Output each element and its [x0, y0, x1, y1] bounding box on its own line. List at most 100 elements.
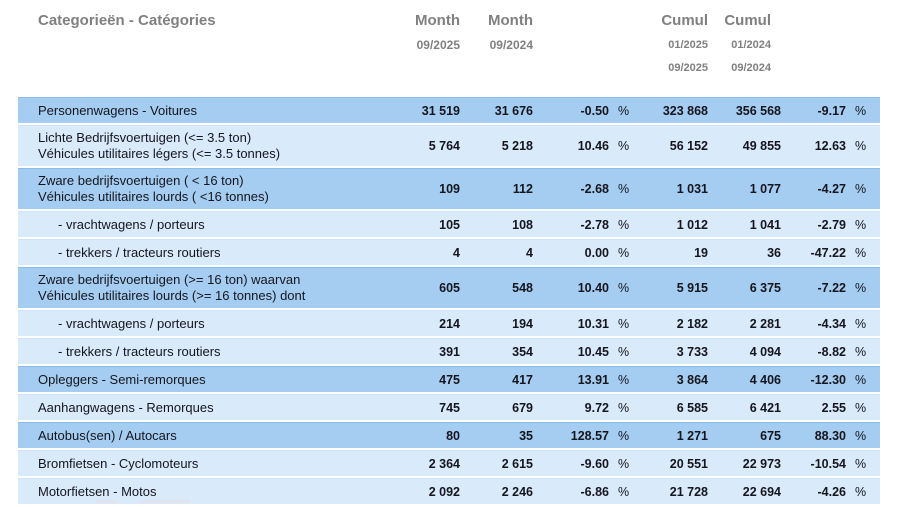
table-row: Zware bedrijfsvoertuigen (>= 16 ton) waa… [18, 267, 880, 308]
month-change-cell: -2.78 [580, 217, 610, 232]
cumul-change-cell: -8.82 [817, 344, 847, 359]
table-header: Categorieën - Catégories Month 09/2025 M… [18, 0, 880, 97]
month-current-cell: 745 [439, 400, 460, 415]
cumul-previous-cell: 356 568 [735, 103, 781, 118]
month-change-cell: 10.31 [577, 316, 609, 331]
percent-sign: % [618, 372, 630, 387]
month-current-period: 09/2025 [416, 38, 460, 52]
category-cell: - trekkers / tracteurs routiers [18, 340, 380, 364]
month-previous-cell: 5 218 [501, 139, 533, 153]
cumul-change-cell: 88.30 [814, 428, 846, 443]
cumul-current-cell: 1 012 [676, 217, 708, 232]
month-change-cell: 13.91 [577, 372, 609, 387]
cumul-current-cell: 1 031 [676, 182, 708, 196]
cumul-previous-period-from: 01/2024 [731, 39, 771, 51]
category-label-line2: Véhicules utilitaires lourds ( <16 tonne… [38, 189, 269, 204]
month-change-cell: 10.40 [577, 281, 609, 295]
cumul-current-cell: 5 915 [676, 281, 708, 295]
category-cell: Zware bedrijfsvoertuigen ( < 16 ton) Véh… [18, 169, 380, 209]
table-row: - trekkers / tracteurs routiers 4 4 0.00… [18, 239, 880, 265]
category-cell: - trekkers / tracteurs routiers [18, 241, 380, 265]
vehicle-registrations-table: Categorieën - Catégories Month 09/2025 M… [18, 0, 880, 506]
percent-sign: % [618, 316, 630, 331]
percent-sign: % [855, 182, 867, 196]
cumul-previous-cell: 6 375 [749, 281, 781, 295]
table-row: Aanhangwagens - Remorques 745 679 9.72 %… [18, 394, 880, 420]
cumul-change-cell: -4.34 [817, 316, 847, 331]
month-previous-cell: 112 [512, 182, 533, 196]
cumul-previous-cell: 49 855 [742, 139, 781, 153]
month-previous-cell: 354 [512, 344, 533, 359]
table-row: Motorfietsen - Motos 2 092 2 246 -6.86 %… [18, 478, 880, 504]
month-previous-cell: 2 246 [501, 484, 533, 499]
month-previous-cell: 2 615 [501, 456, 533, 471]
month-current-cell: 109 [439, 182, 460, 196]
month-previous-cell: 194 [512, 316, 533, 331]
cumul-previous-cell: 36 [767, 245, 781, 260]
table-body: Personenwagens - Voitures 31 519 31 676 … [18, 97, 880, 504]
month-previous-cell: 4 [526, 245, 533, 260]
percent-sign: % [855, 456, 867, 471]
month-current-cell: 2 364 [428, 456, 460, 471]
month-change-cell: -2.68 [580, 182, 610, 196]
table-row: Lichte Bedrijfsvoertuigen (<= 3.5 ton) V… [18, 125, 880, 166]
month-current-column-header: Month 09/2025 [380, 11, 460, 97]
percent-sign: % [855, 428, 867, 443]
category-label-line1: Aanhangwagens - Remorques [38, 399, 214, 415]
month-change-cell: 10.46 [577, 139, 609, 153]
percent-sign: % [855, 245, 867, 260]
cumul-previous-column-header: Cumul 01/2024 09/2024 [708, 11, 781, 97]
category-label-line1: Bromfietsen - Cyclomoteurs [38, 455, 199, 471]
percent-sign: % [855, 103, 867, 118]
table-row: - vrachtwagens / porteurs 105 108 -2.78 … [18, 211, 880, 237]
category-cell: Aanhangwagens - Remorques [18, 396, 380, 420]
month-previous-period: 09/2024 [489, 38, 533, 52]
category-label-line1: Motorfietsen - Motos [38, 483, 157, 499]
category-cell: Personenwagens - Voitures [18, 99, 380, 123]
percent-sign: % [618, 182, 630, 196]
month-change-cell: -9.60 [580, 456, 610, 471]
cumul-change-column-header [781, 11, 846, 97]
month-current-cell: 391 [439, 344, 460, 359]
cumul-previous-period-to: 09/2024 [731, 62, 771, 74]
percent-sign: % [618, 456, 630, 471]
percent-sign: % [618, 281, 630, 295]
spacer [609, 11, 634, 97]
cumul-change-cell: 2.55 [821, 400, 846, 415]
month-change-cell: 9.72 [584, 400, 609, 415]
cumul-current-period-from: 01/2025 [668, 39, 708, 51]
month-change-cell: 0.00 [584, 245, 609, 260]
category-label-line1: - trekkers / tracteurs routiers [58, 343, 221, 359]
cumul-current-title: Cumul [661, 12, 708, 29]
month-change-cell: -0.50 [580, 103, 610, 118]
category-label-line1: Zware bedrijfsvoertuigen ( < 16 ton) [38, 173, 244, 188]
cumul-change-cell: 12.63 [814, 139, 846, 153]
percent-sign: % [618, 400, 630, 415]
table-row: Personenwagens - Voitures 31 519 31 676 … [18, 97, 880, 123]
month-current-cell: 605 [439, 281, 460, 295]
category-cell: Opleggers - Semi-remorques [18, 368, 380, 392]
percent-sign: % [855, 484, 867, 499]
month-previous-title: Month [488, 12, 533, 29]
cumul-change-cell: -2.79 [817, 217, 847, 232]
category-cell: Lichte Bedrijfsvoertuigen (<= 3.5 ton) V… [18, 126, 380, 166]
category-label-line1: Zware bedrijfsvoertuigen (>= 16 ton) waa… [38, 272, 301, 287]
cumul-current-cell: 3 733 [676, 344, 708, 359]
month-change-cell: 10.45 [577, 344, 609, 359]
table-row: Opleggers - Semi-remorques 475 417 13.91… [18, 366, 880, 392]
cumul-change-cell: -9.17 [817, 103, 847, 118]
cumul-previous-cell: 6 421 [749, 400, 781, 415]
category-label-line2: Véhicules utilitaires légers (<= 3.5 ton… [38, 146, 281, 161]
cumul-previous-cell: 22 973 [742, 456, 781, 471]
category-label-line1: - vrachtwagens / porteurs [58, 216, 205, 232]
cumul-previous-cell: 2 281 [749, 316, 781, 331]
percent-sign: % [855, 372, 867, 387]
cumul-change-cell: -47.22 [810, 245, 846, 260]
percent-sign: % [855, 139, 867, 153]
category-cell: Zware bedrijfsvoertuigen (>= 16 ton) waa… [18, 268, 380, 308]
cumul-previous-cell: 22 694 [742, 484, 781, 499]
month-current-cell: 214 [439, 316, 460, 331]
category-cell: Autobus(sen) / Autocars [18, 424, 380, 448]
cumul-change-cell: -10.54 [810, 456, 846, 471]
